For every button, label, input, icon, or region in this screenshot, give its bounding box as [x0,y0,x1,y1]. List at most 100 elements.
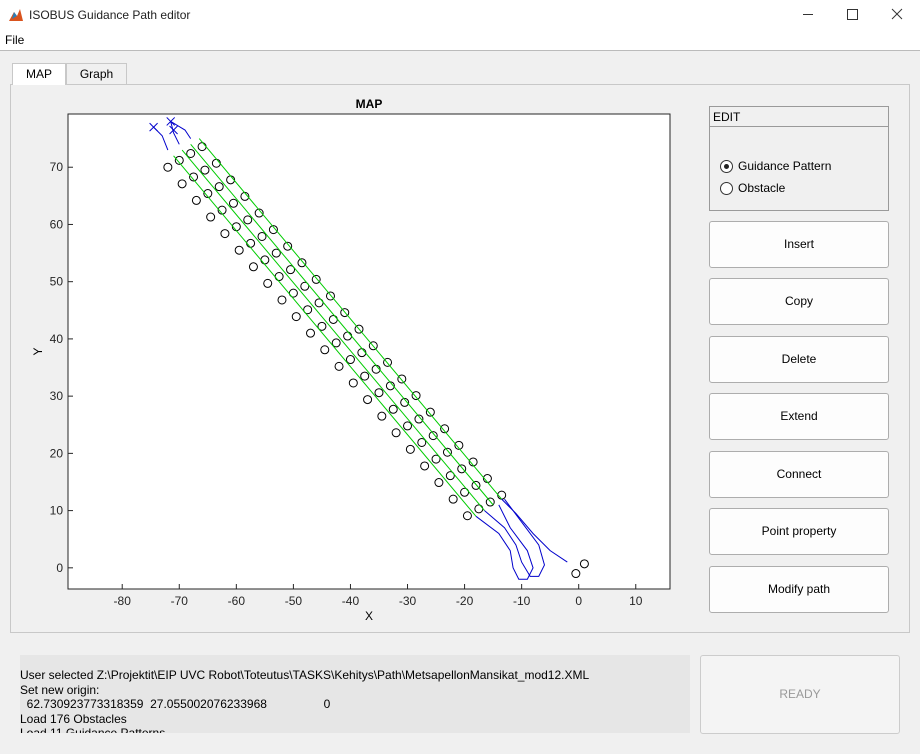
obstacle-marker [254,208,264,218]
y-tick-label: 0 [56,561,63,575]
obstacle-marker [214,182,224,192]
log-line: Load 176 Obstacles [20,711,127,726]
button[interactable]: Copy [709,278,889,325]
x-marker [169,125,178,135]
obstacle-marker [440,424,450,434]
obstacle-marker [468,457,478,467]
path-line [173,155,477,517]
obstacle-marker [340,308,350,318]
button[interactable]: Insert [709,221,889,268]
title-bar: ISOBUS Guidance Path editor [0,0,920,30]
map-chart: MAP X Y -80 -70 -60 -50 -40 -30 -20 -10 0 10 0 10 20 30 4… [31,97,671,623]
obstacle-marker [271,248,281,258]
window-controls[interactable] [790,0,920,30]
status-button[interactable]: READY [700,655,900,734]
log-line: User selected Z:\Projektit\EIP UVC Robot… [20,668,590,682]
button[interactable]: Connect [709,451,889,498]
x-tick-label: -60 [228,594,246,608]
log-line: Set new origin: [20,682,100,697]
obstacle-marker [311,274,321,284]
x-marker [166,117,176,126]
y-tick-label: 10 [50,504,64,518]
obstacle-marker [445,471,455,481]
radio-dot[interactable] [720,160,733,173]
radio-option[interactable]: Guidance Pattern [720,158,831,174]
radio-option[interactable]: Obstacle [720,180,785,196]
x-marker-stroke [166,117,176,126]
obstacle-marker [234,245,244,255]
obstacle-marker [306,328,316,338]
obstacle-marker [317,321,327,331]
panel-title: EDIT [710,107,888,127]
obstacle-marker [374,388,384,398]
x-tick-label: 0 [575,594,582,608]
obstacle-marker [263,278,273,288]
button[interactable]: Modify path [709,566,889,613]
obstacle-marker [431,454,441,464]
button[interactable]: Delete [709,336,889,383]
x-tick-label: -80 [114,594,132,608]
x-tick-label: -50 [285,594,303,608]
obstacle-marker [200,165,210,175]
obstacle-marker [203,189,213,199]
obstacle-marker [571,569,581,579]
x-tick-label: -10 [513,594,531,608]
obstacle-marker [186,148,196,158]
obstacle-marker [257,231,267,241]
x-marker-stroke [149,122,158,132]
obstacle-marker [345,355,355,365]
obstacle-marker [425,407,435,417]
obstacle-marker [485,497,495,507]
obstacle-marker [220,229,230,239]
button[interactable]: Point property [709,508,889,555]
axes-box [67,113,671,590]
obstacle-marker [177,179,187,189]
obstacle-marker [442,447,452,457]
tab[interactable]: Graph [66,63,127,84]
path-line [190,144,494,506]
obstacle-marker [163,162,173,172]
x-tick-label: -70 [171,594,189,608]
obstacle-marker [174,155,184,165]
obstacle-marker [360,371,370,381]
obstacle-marker [405,444,415,454]
obstacle-marker [388,404,398,414]
obstacle-marker [417,437,427,447]
obstacle-marker [300,281,310,291]
y-tick-label: 50 [50,275,64,289]
path-line [501,498,568,563]
obstacle-marker [331,338,341,348]
radio-label: Obstacle [738,181,786,195]
plot-area [68,114,670,589]
obstacle-marker [454,440,464,450]
obstacle-marker [420,461,430,471]
obstacle-marker [411,391,421,401]
path-line [475,504,534,580]
path-line [181,149,485,511]
obstacle-marker [191,195,201,205]
path-line [484,498,545,577]
obstacle-marker [206,212,216,222]
y-axis-label: Y [31,347,45,355]
log-line: Load 11 Guidance Patterns [20,726,166,733]
obstacle-marker [403,421,413,431]
y-tick-label: 20 [50,446,64,460]
tab[interactable]: MAP [12,63,66,85]
x-tick-label: -40 [342,594,360,608]
menu-item[interactable]: File [5,33,25,47]
obstacle-marker [383,357,393,367]
button[interactable]: Extend [709,393,889,440]
chart-title: MAP [356,97,383,111]
obstacle-marker [391,428,401,438]
radio-dot[interactable] [720,182,733,195]
obstacle-marker [286,265,296,275]
obstacle-marker [348,378,358,388]
menu-bar: File [0,30,920,51]
obstacle-marker [397,374,407,384]
obstacle-marker [377,411,387,421]
obstacle-marker [228,198,238,208]
obstacle-marker [277,295,287,305]
obstacle-marker [368,341,378,351]
app-icon [8,7,24,23]
